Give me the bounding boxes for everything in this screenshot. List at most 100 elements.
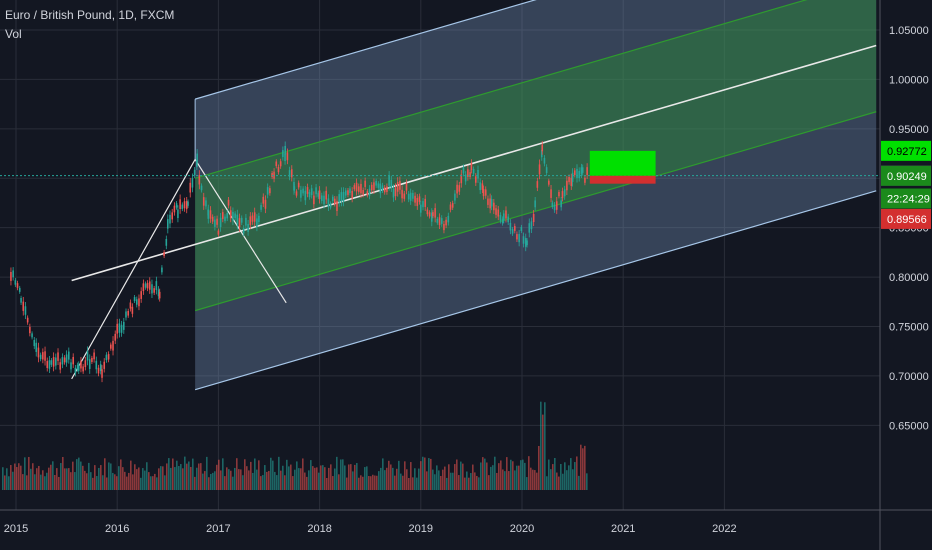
volume-bar <box>348 464 350 490</box>
volume-bar <box>448 464 450 490</box>
candle-body <box>271 172 273 178</box>
volume-bar <box>302 458 304 490</box>
volume-bar <box>216 464 218 490</box>
volume-bar <box>350 464 352 490</box>
candle-body <box>458 185 461 192</box>
volume-bar <box>338 474 340 490</box>
volume-bar <box>468 477 470 490</box>
y-tick-label: 1.00000 <box>889 74 929 86</box>
grid-lines <box>0 0 880 510</box>
candle-body <box>118 323 121 333</box>
candle-body <box>555 201 558 210</box>
candle-body <box>84 360 87 368</box>
volume-bar <box>498 463 500 490</box>
candle-body <box>364 180 366 187</box>
volume-bar <box>422 456 424 490</box>
candle-body <box>426 209 429 215</box>
volume-bar <box>442 469 444 490</box>
candle-body <box>392 188 395 198</box>
candle-body <box>482 189 485 197</box>
candle-body <box>14 280 17 285</box>
volume-bar <box>544 402 546 490</box>
candle-body <box>477 169 479 179</box>
candle-body <box>440 218 443 224</box>
candle-body <box>578 170 580 179</box>
volume-bar <box>126 476 128 490</box>
volume-bar <box>82 465 84 490</box>
volume-bar <box>234 467 236 490</box>
volume-bar <box>290 464 292 490</box>
volume-bar <box>410 462 412 490</box>
volume-bar <box>166 463 168 490</box>
volume-bar <box>272 460 274 490</box>
candle-body <box>123 321 125 330</box>
volume-bar <box>460 461 462 490</box>
candle-body <box>394 187 397 197</box>
volume-bar <box>452 472 454 490</box>
pitchfork-inner-band <box>195 0 877 311</box>
candle-body <box>217 230 220 235</box>
y-tick-label: 0.95000 <box>889 124 929 136</box>
volume-bar <box>270 457 272 490</box>
candle-body <box>284 145 286 155</box>
candle-body <box>258 215 260 222</box>
volume-bar <box>262 475 264 490</box>
volume-bar <box>256 469 258 490</box>
volume-bar <box>86 473 88 490</box>
candle-body <box>445 219 447 226</box>
x-tick-label: 2015 <box>4 523 28 535</box>
volume-bar <box>376 475 378 490</box>
volume-bar <box>116 476 118 490</box>
volume-bar <box>556 472 558 490</box>
pitchfork-line <box>194 111 877 312</box>
volume-bar <box>204 471 206 490</box>
candle-body <box>545 167 548 173</box>
volume-bar <box>542 414 544 490</box>
candle-body <box>507 216 509 223</box>
volume-bar <box>372 474 374 490</box>
price-candles <box>10 141 588 383</box>
volume-bar <box>394 475 396 490</box>
candle-body <box>428 212 431 217</box>
candle-body <box>418 196 421 202</box>
candle-body <box>142 283 145 292</box>
volume-bar <box>582 448 584 490</box>
volume-bar <box>332 476 334 490</box>
candle-body <box>472 168 475 174</box>
candle-body <box>269 188 271 194</box>
volume-bar <box>244 459 246 490</box>
volume-bar <box>356 463 358 490</box>
volume-bar <box>536 472 538 490</box>
volume-bar <box>444 466 446 490</box>
volume-bar <box>512 461 514 490</box>
volume-bar <box>414 468 416 490</box>
candle-body <box>310 188 313 196</box>
volume-bar <box>378 471 380 490</box>
candle-body <box>522 236 525 244</box>
candle-body <box>74 367 77 374</box>
volume-bar <box>144 470 146 490</box>
candle-body <box>169 214 171 224</box>
candle-body <box>431 212 433 222</box>
x-tick-label: 2016 <box>105 523 129 535</box>
candle-body <box>193 169 196 176</box>
candle-body <box>110 344 112 349</box>
candle-body <box>116 323 118 334</box>
volume-bar <box>266 471 268 490</box>
volume-bar <box>364 467 366 490</box>
volume-bar <box>188 461 190 490</box>
volume-bar <box>156 477 158 490</box>
candle-body <box>179 199 181 209</box>
candle-body <box>12 270 14 278</box>
candle-body <box>318 190 321 200</box>
volume-bar <box>50 464 52 490</box>
volume-bar <box>44 476 46 490</box>
candle-body <box>551 202 554 207</box>
candle-body <box>373 182 375 191</box>
candle-body <box>574 170 576 176</box>
volume-bar <box>250 461 252 490</box>
candle-body <box>288 170 291 177</box>
candle-body <box>151 284 153 294</box>
